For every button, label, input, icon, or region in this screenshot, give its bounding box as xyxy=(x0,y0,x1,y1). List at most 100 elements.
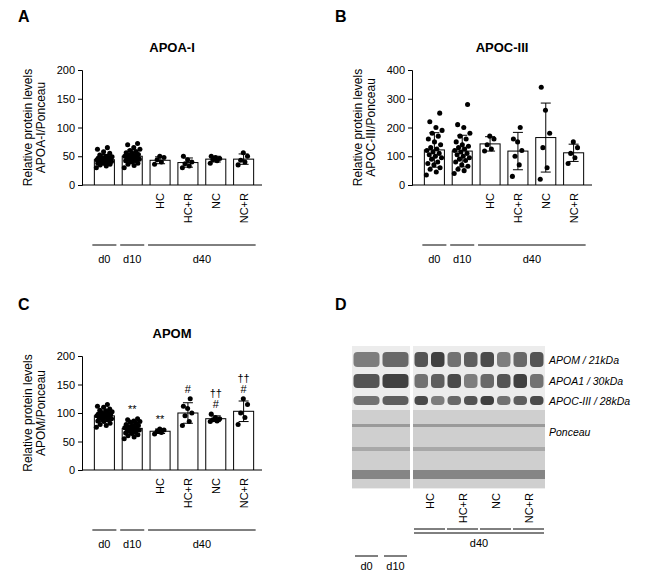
x-tick-label: d10 xyxy=(453,253,471,265)
y-tick-mark xyxy=(408,185,412,186)
ponceau-band xyxy=(413,447,545,451)
chart-panel: BAPOC-III0100200300400Relative protein l… xyxy=(335,8,592,265)
data-point xyxy=(424,172,429,177)
category-line xyxy=(92,245,116,246)
bar xyxy=(94,416,114,470)
group-label: d40 xyxy=(523,253,541,265)
data-point xyxy=(455,167,460,172)
data-point xyxy=(157,154,162,159)
data-point xyxy=(512,154,517,159)
y-tick: 0 xyxy=(399,179,412,191)
x-tick-label: HC xyxy=(484,193,496,209)
data-point xyxy=(241,396,246,401)
y-tick: 200 xyxy=(387,122,412,134)
data-point xyxy=(137,147,142,152)
data-point xyxy=(462,168,467,173)
data-point xyxy=(236,422,241,427)
data-point xyxy=(189,410,194,415)
blot-band xyxy=(383,396,409,405)
y-tick-label: 50 xyxy=(63,436,75,448)
blot-band xyxy=(464,352,478,367)
ponceau-band xyxy=(352,447,410,451)
y-tick-label: 0 xyxy=(69,179,75,191)
data-point xyxy=(161,428,166,433)
data-point xyxy=(434,147,439,152)
panel-label: B xyxy=(335,8,347,25)
category-line xyxy=(450,245,474,246)
ponceau-band xyxy=(352,470,410,479)
data-point xyxy=(181,154,186,159)
error-bar xyxy=(541,103,551,172)
data-point xyxy=(242,415,247,420)
data-point xyxy=(238,158,243,163)
blot-image xyxy=(352,346,545,489)
blot-band xyxy=(354,396,380,405)
blot-band xyxy=(415,374,429,388)
data-point xyxy=(461,125,466,130)
lane-label: d10 xyxy=(386,560,404,572)
significance-label: ** xyxy=(156,413,165,425)
data-point xyxy=(571,139,576,144)
blot-band xyxy=(448,374,462,388)
y-tick-label: 100 xyxy=(57,407,75,419)
bar xyxy=(150,431,170,470)
blot-band xyxy=(497,374,511,388)
group-label: d40 xyxy=(193,253,211,265)
y-axis-line xyxy=(78,357,83,471)
data-point xyxy=(428,145,433,150)
condition-label: NC+R xyxy=(523,493,535,523)
x-tick-label: HC xyxy=(154,193,166,209)
blot-band xyxy=(514,374,528,388)
y-tick-mark xyxy=(78,356,82,357)
data-point xyxy=(125,142,130,147)
x-tick-label: HC+R xyxy=(182,193,194,223)
data-point xyxy=(426,136,431,141)
blot-band xyxy=(354,352,380,367)
blot-band xyxy=(383,374,409,388)
blot-panel: DAPOM / 21kDaAPOA1 / 30kDaAPOC-III / 28k… xyxy=(335,296,630,572)
y-tick: 200 xyxy=(57,64,82,76)
data-point xyxy=(518,125,523,130)
data-point xyxy=(465,102,470,107)
data-point xyxy=(432,139,437,144)
data-point xyxy=(515,139,520,144)
y-tick: 150 xyxy=(57,93,82,105)
blot-band xyxy=(431,374,445,388)
data-point xyxy=(105,145,110,150)
data-point xyxy=(566,161,571,166)
y-tick-mark xyxy=(78,156,82,157)
bar xyxy=(452,151,472,185)
blot-background xyxy=(413,346,545,489)
chart-title: APOC-III xyxy=(476,40,529,55)
y-tick-label: 400 xyxy=(387,64,405,76)
data-point xyxy=(101,149,106,154)
y-tick-mark xyxy=(78,99,82,100)
ponceau-band xyxy=(413,424,545,427)
y-tick-label: 0 xyxy=(399,179,405,191)
group-label: d40 xyxy=(193,538,211,550)
bar xyxy=(150,160,170,185)
blot-band xyxy=(464,396,478,405)
y-axis: 0100200300400 xyxy=(387,64,413,191)
category-line xyxy=(120,530,144,531)
blot-band xyxy=(448,396,462,405)
y-tick-mark xyxy=(78,185,82,186)
data-point xyxy=(439,155,444,160)
data-point xyxy=(95,147,100,152)
data-point xyxy=(241,150,246,155)
y-axis-title: APOM/Ponceau xyxy=(34,370,48,456)
y-tick-label: 100 xyxy=(57,122,75,134)
condition-line xyxy=(480,529,511,530)
data-point xyxy=(455,122,460,127)
data-point xyxy=(538,177,543,182)
data-point xyxy=(131,145,136,150)
x-tick-label: NC xyxy=(210,193,222,209)
significance-label: # xyxy=(241,383,248,395)
y-tick: 50 xyxy=(63,436,82,448)
blot-band xyxy=(448,352,462,367)
x-tick-label: HC+R xyxy=(182,478,194,508)
ponceau-stain xyxy=(352,410,410,488)
condition-label: NC xyxy=(490,493,502,509)
y-tick-mark xyxy=(408,99,412,100)
y-tick-mark xyxy=(78,70,82,71)
